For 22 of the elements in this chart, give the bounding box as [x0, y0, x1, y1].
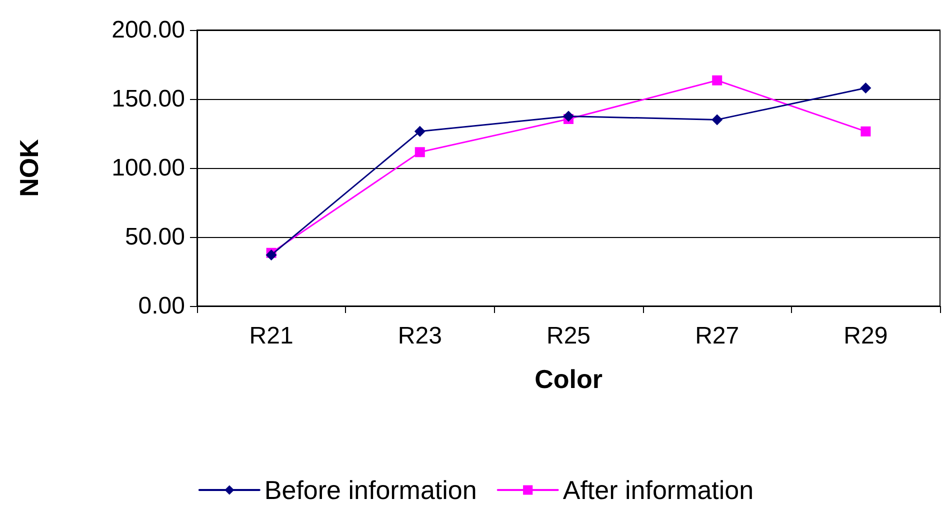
- point: [414, 147, 425, 158]
- point: [860, 82, 872, 94]
- legend-label: Before information: [264, 475, 477, 505]
- y-axis-title: NOK: [14, 138, 44, 197]
- x-tick-label: R25: [546, 322, 591, 350]
- x-tick-label: R29: [844, 322, 888, 350]
- y-tick-label: 50.00: [124, 224, 185, 250]
- point: [266, 249, 277, 260]
- y-tick-label: 0.00: [138, 292, 185, 320]
- x-tick-label: R23: [398, 322, 442, 350]
- x-tick-label: R21: [249, 322, 294, 350]
- legend-label: After information: [562, 475, 754, 505]
- x-axis-title: Color: [534, 364, 602, 394]
- point: [414, 126, 426, 137]
- point: [712, 75, 722, 86]
- y-tick-label: 150.00: [112, 86, 185, 112]
- point: [712, 114, 723, 126]
- point: [563, 110, 574, 122]
- y-tick-label: 100.00: [112, 154, 185, 182]
- y-tick-label: 200.00: [112, 16, 185, 44]
- x-tick-label: R27: [695, 322, 740, 350]
- point: [860, 126, 871, 136]
